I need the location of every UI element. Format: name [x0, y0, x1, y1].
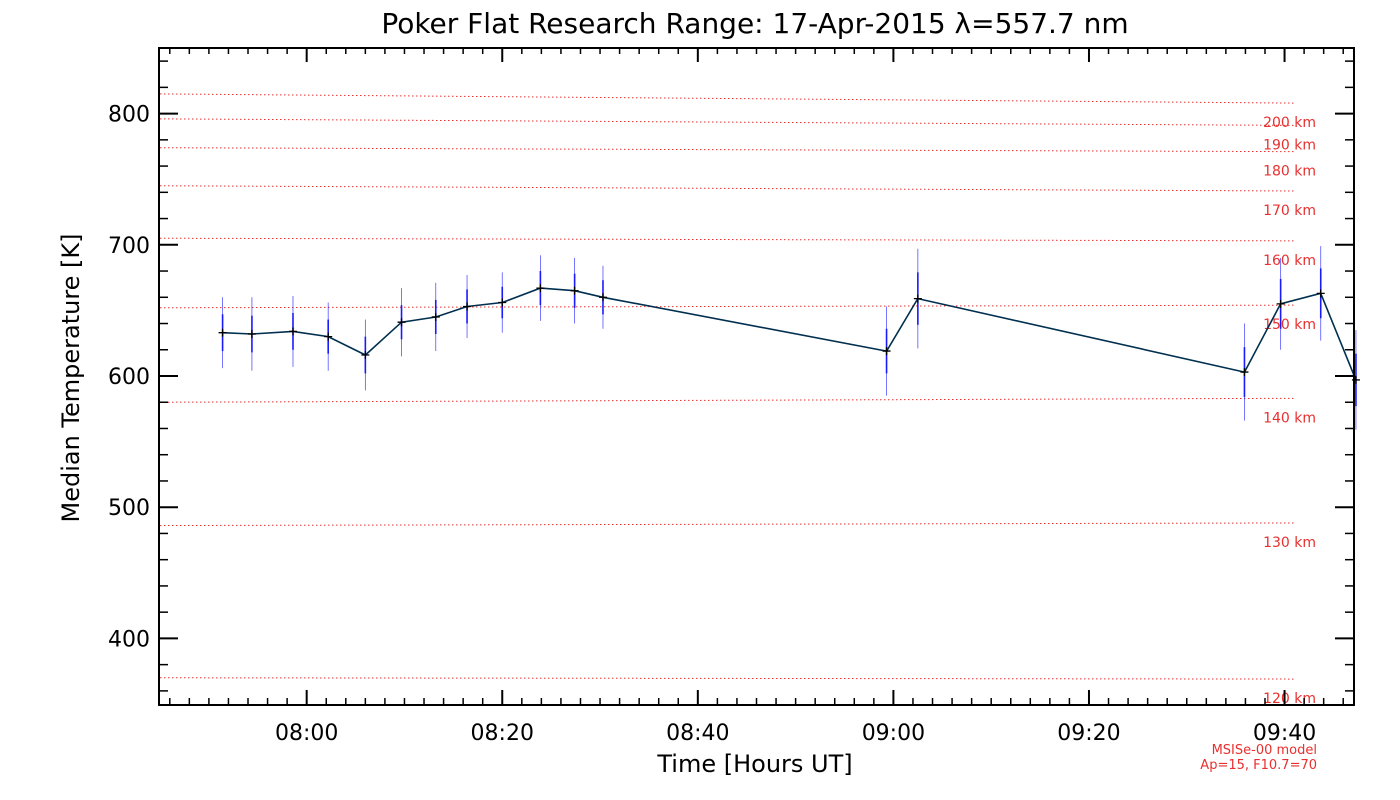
y-tick-label: 500 — [108, 496, 150, 521]
reference-line — [159, 237, 1297, 242]
reference-line — [159, 677, 1297, 680]
reference-line — [159, 147, 1297, 153]
y-tick-label: 700 — [108, 234, 150, 259]
x-tick-label: 09:20 — [1057, 721, 1120, 746]
y-axis-ticks: 400 500 600 700 800 — [108, 60, 1353, 692]
x-tick-label: 08:20 — [471, 721, 534, 746]
data-point — [361, 351, 370, 360]
plot-frame — [158, 47, 1355, 706]
data-point — [598, 293, 607, 302]
altitude-label: 130 km — [1263, 535, 1316, 551]
data-point — [247, 330, 256, 339]
reference-line — [159, 118, 1297, 126]
x-tick-label: 09:40 — [1253, 721, 1316, 746]
data-point — [324, 332, 333, 341]
model-note: MSISe-00 model — [1212, 743, 1317, 758]
chart-title: Poker Flat Research Range: 17-Apr-2015 λ… — [381, 7, 1128, 40]
y-tick-label: 800 — [108, 103, 150, 128]
data-point — [288, 327, 297, 336]
data-markers — [218, 284, 1360, 384]
altitude-label: 190 km — [1263, 137, 1316, 153]
altitude-labels: 120 km 130 km 140 km 150 km 160 km 170 km 180 … — [1263, 115, 1316, 707]
altitude-label: 140 km — [1263, 410, 1316, 426]
data-point — [913, 294, 922, 303]
altitude-label: 160 km — [1263, 253, 1316, 269]
altitude-reference-lines — [159, 93, 1297, 680]
data-point — [1276, 299, 1285, 308]
altitude-label: 200 km — [1263, 115, 1316, 131]
data-point — [1316, 289, 1325, 298]
data-point — [882, 347, 891, 356]
error-bars — [221, 246, 1357, 430]
series-line — [222, 287, 1357, 381]
data-point — [397, 318, 406, 327]
reference-line — [159, 304, 1297, 309]
data-point — [570, 286, 579, 295]
x-axis-label: Time [Hours UT] — [656, 750, 852, 778]
x-tick-label: 09:00 — [862, 721, 925, 746]
x-tick-label: 08:40 — [666, 721, 729, 746]
x-axis-ticks: 08:00 08:20 08:40 09:00 09:20 09:40 — [169, 48, 1344, 746]
y-tick-label: 600 — [108, 365, 150, 390]
data-point — [463, 302, 472, 311]
data-point — [218, 328, 227, 337]
reference-line — [159, 522, 1297, 527]
temperature-series — [222, 287, 1357, 381]
y-tick-label: 400 — [108, 627, 150, 652]
model-params-note: Ap=15, F10.7=70 — [1200, 758, 1317, 773]
altitude-label: 170 km — [1263, 203, 1316, 219]
reference-line — [159, 397, 1297, 403]
x-tick-label: 08:00 — [275, 721, 338, 746]
reference-line — [159, 93, 1297, 104]
y-axis-label: Median Temperature [K] — [57, 233, 85, 522]
data-point — [1240, 368, 1249, 377]
reference-line — [159, 185, 1297, 192]
altitude-label: 120 km — [1263, 691, 1316, 707]
data-point — [498, 298, 507, 307]
altitude-label: 180 km — [1263, 164, 1316, 180]
data-point — [536, 284, 545, 293]
data-point — [431, 312, 440, 321]
altitude-label: 150 km — [1263, 317, 1316, 333]
